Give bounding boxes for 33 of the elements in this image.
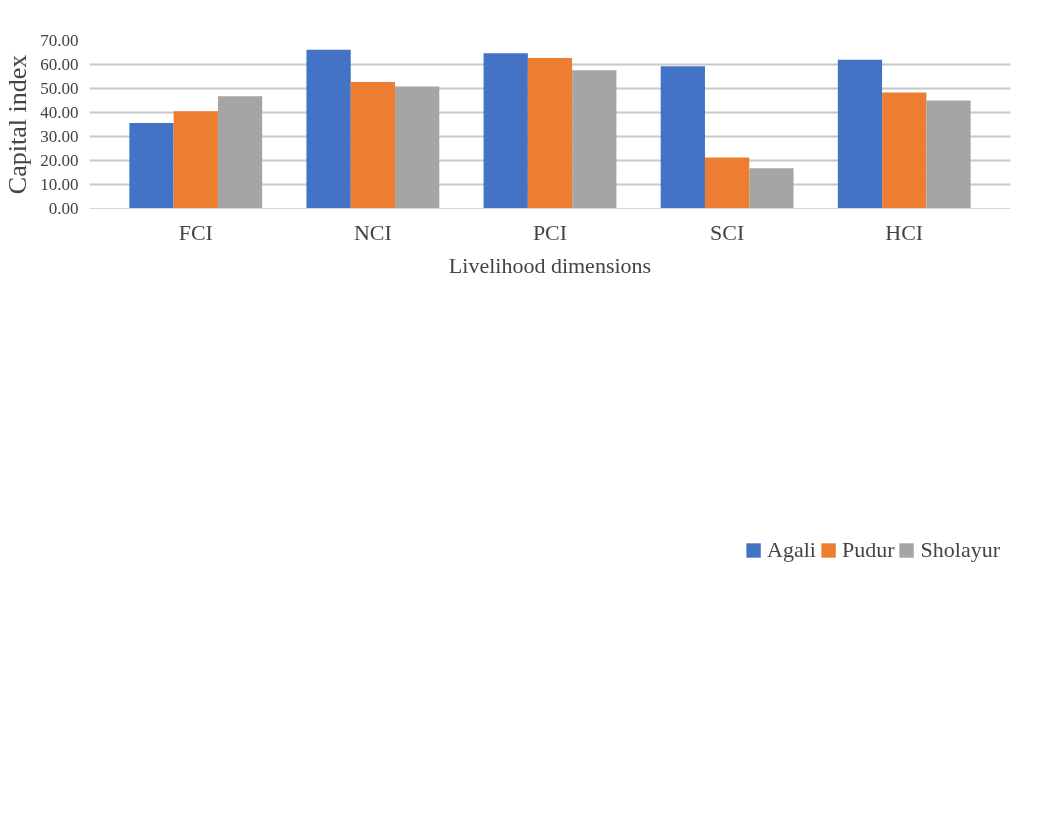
x-tick-label: SCI [710,219,745,245]
legend-label: Agali [767,537,816,563]
bar [527,58,573,209]
bar [882,92,927,209]
x-axis-title: Livelihood dimensions [448,252,652,278]
y-tick-label: 20.00 [40,151,79,170]
bar [173,111,218,209]
legend-label: Pudur [841,537,895,563]
x-tick-label: PCI [532,219,568,245]
bar [350,82,396,209]
y-tick-label: 10.00 [40,175,79,194]
y-axis-title: Capital index [3,54,33,195]
bar [217,96,263,209]
x-tick-label: HCI [885,219,924,245]
legend-label: Sholayur [920,537,1000,563]
bar [129,123,174,209]
bar [660,66,705,209]
bar [572,70,617,209]
bar [837,59,883,209]
bar [926,100,971,209]
y-tick-label: 50.00 [40,79,79,98]
y-tick-label: 40.00 [40,103,79,122]
y-tick-label: 0.00 [48,199,79,218]
bar [483,53,528,209]
y-tick-label: 60.00 [40,55,79,74]
x-tick-label: FCI [178,219,213,245]
bar [306,49,351,209]
x-tick-label: NCI [353,219,392,245]
y-tick-label: 30.00 [40,127,79,146]
y-tick-label: 70.00 [40,31,79,50]
bar [704,157,750,209]
bar [395,86,440,209]
bar [749,168,794,209]
